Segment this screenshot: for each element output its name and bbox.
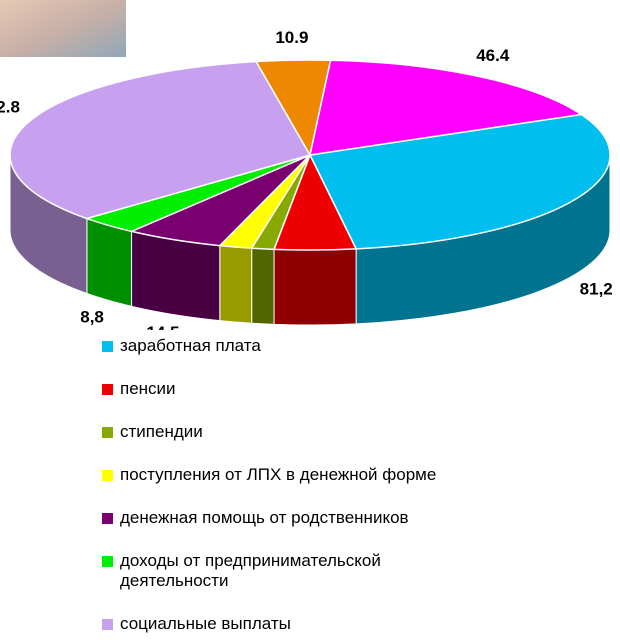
data-label: 46.4 [476, 46, 510, 65]
data-label: 10.9 [275, 28, 308, 47]
legend-swatch [102, 513, 113, 524]
pie-area: 81,212.03,34.814.58,892.810.946.4 [0, 0, 613, 330]
legend-swatch [102, 341, 113, 352]
pie-side [273, 248, 357, 326]
legend-label: социальные выплаты [120, 614, 291, 633]
legend-label: денежная помощь от родственников [120, 508, 409, 527]
pie-slice [309, 59, 584, 156]
data-label: 81,2 [580, 280, 613, 299]
data-label: 8,8 [80, 307, 104, 326]
pie-side [219, 245, 253, 324]
legend-item: поступления от ЛПХ в денежной форме [100, 465, 560, 485]
legend-swatch [102, 470, 113, 481]
legend-swatch [102, 619, 113, 630]
legend-item: социальные выплаты [100, 614, 560, 634]
legend-label: заработная плата [120, 336, 261, 355]
legend-swatch [102, 384, 113, 395]
pie-slice [308, 113, 611, 250]
legend-item: пенсии [100, 379, 560, 399]
pie-side [251, 247, 275, 325]
data-label: 92.8 [0, 97, 20, 116]
legend-item: доходы от предпринимательской деятельнос… [100, 551, 560, 591]
banknote-image [0, 0, 126, 57]
legend-label: стипендии [120, 422, 203, 441]
legend-label: доходы от предпринимательской деятельнос… [120, 551, 381, 590]
pie-slice [9, 60, 312, 220]
legend-item: денежная помощь от родственников [100, 508, 560, 528]
legend-label: пенсии [120, 379, 176, 398]
legend-swatch [102, 556, 113, 567]
legend-label: поступления от ЛПХ в денежной форме [120, 465, 437, 484]
pie-side [86, 217, 133, 307]
legend: заработная плата пенсии стипендии поступлен… [100, 336, 580, 642]
data-label: 14.5 [146, 323, 179, 330]
legend-item: стипендии [100, 422, 560, 442]
legend-item: заработная плата [100, 336, 560, 356]
legend-swatch [102, 427, 113, 438]
